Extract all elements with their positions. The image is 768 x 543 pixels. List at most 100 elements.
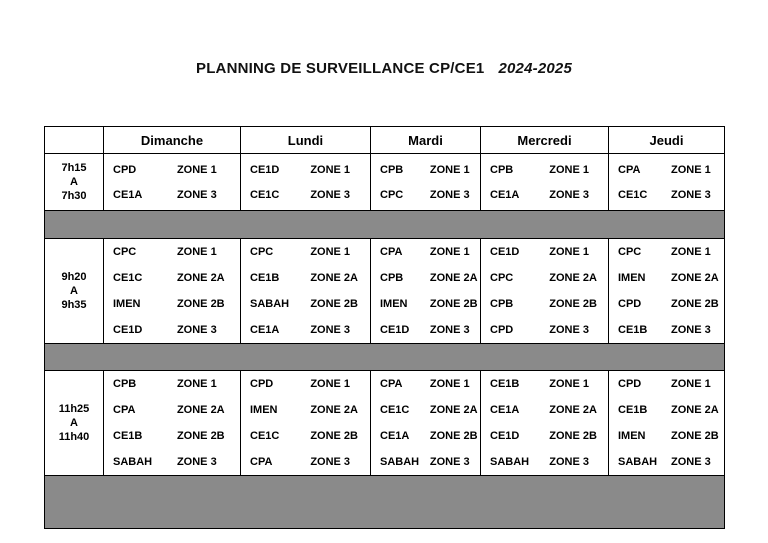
zone-label: ZONE 3 [429, 188, 470, 201]
class-name: IMEN [113, 298, 141, 310]
zone-label: ZONE 3 [549, 456, 589, 468]
assignment-entry: CE1A ZONE 3 [481, 182, 608, 207]
time-line: 7h15 [61, 161, 87, 174]
class-name: CE1B [618, 404, 648, 416]
assignment-entry: CPC ZONE 2A [481, 265, 608, 291]
zone-label: ZONE 2B [549, 430, 597, 442]
separator-row [44, 475, 725, 529]
assignment-cell: CE1B ZONE 1 CE1A ZONE 2A CE1D ZONE 2B SABAH ZON… [480, 370, 609, 476]
assignment-cell: CE1D ZONE 1 CPC ZONE 2A CPB ZONE 2B CPD ZONE 3 [480, 238, 609, 344]
class-name: CPB [490, 298, 514, 310]
zone-label: ZONE 3 [671, 188, 711, 201]
assignment-entry: CE1A ZONE 2B [371, 423, 480, 449]
assignment-entry: CPD ZONE 1 [241, 371, 370, 397]
assignment-entry: IMEN ZONE 2A [241, 397, 370, 423]
class-name: CE1B [250, 272, 280, 284]
assignment-entry: CE1D ZONE 1 [481, 239, 608, 265]
zone-label: ZONE 2A [671, 272, 719, 284]
zone-label: ZONE 2A [671, 404, 719, 416]
assignment-cell: CPA ZONE 1 CPB ZONE 2A IMEN ZONE 2B CE1D ZONE 3 [370, 238, 481, 344]
class-name: CE1B [490, 378, 520, 390]
assignment-entry: IMEN ZONE 2B [371, 291, 480, 317]
class-name: IMEN [618, 272, 646, 284]
zone-label: ZONE 3 [671, 456, 711, 468]
zone-label: ZONE 3 [549, 324, 589, 336]
class-name: CPB [380, 272, 404, 284]
class-name: CPC [490, 272, 514, 284]
class-name: IMEN [380, 298, 408, 310]
assignment-entry: CE1C ZONE 3 [241, 182, 370, 207]
class-name: CE1A [380, 430, 410, 442]
planning-table-body: Dimanche Lundi Mardi Mercredi Jeudi 7h15 A 7h30… [44, 126, 725, 529]
zone-label: ZONE 2B [549, 298, 597, 310]
zone-label: ZONE 1 [429, 163, 470, 176]
class-name: CE1C [250, 430, 280, 442]
day-header: Mercredi [480, 126, 609, 154]
class-name: CPC [250, 246, 274, 258]
corner-cell [44, 126, 104, 154]
class-name: CE1A [250, 324, 280, 336]
class-name: CPC [618, 246, 642, 258]
class-name: CE1C [250, 188, 280, 201]
class-name: CE1A [490, 404, 520, 416]
time-line: A [70, 416, 78, 429]
class-name: CE1B [618, 324, 648, 336]
zone-label: ZONE 1 [176, 378, 217, 390]
assignment-entry: CPB ZONE 2A [371, 265, 480, 291]
zone-label: ZONE 1 [671, 378, 711, 390]
zone-label: ZONE 1 [549, 246, 589, 258]
time-line: A [70, 175, 78, 188]
assignment-cell: CPD ZONE 1 IMEN ZONE 2A CE1C ZONE 2B CPA ZONE 3 [240, 370, 371, 476]
class-name: CPD [113, 163, 137, 176]
day-header-row: Dimanche Lundi Mardi Mercredi Jeudi [44, 126, 725, 154]
zone-label: ZONE 2A [176, 272, 225, 284]
zone-label: ZONE 1 [671, 246, 711, 258]
assignment-entry: CE1C ZONE 3 [609, 182, 724, 207]
zone-label: ZONE 3 [176, 456, 217, 468]
class-name: CPA [250, 456, 273, 468]
zone-label: ZONE 3 [176, 188, 217, 201]
separator-band [44, 343, 725, 371]
time-slot-label: 9h20 A 9h35 [44, 238, 104, 344]
assignment-entry: CPA ZONE 1 [371, 239, 480, 265]
assignment-cell: CPA ZONE 1 CE1C ZONE 3 [608, 153, 725, 211]
zone-label: ZONE 2A [429, 272, 478, 284]
class-name: CPB [113, 378, 137, 390]
day-header: Lundi [240, 126, 371, 154]
assignment-entry: CPC ZONE 1 [241, 239, 370, 265]
class-name: CE1D [380, 324, 410, 336]
assignment-cell: CPC ZONE 1 IMEN ZONE 2A CPD ZONE 2B CE1B ZONE 3 [608, 238, 725, 344]
class-name: CPA [113, 404, 136, 416]
time-line: 9h35 [61, 299, 87, 312]
class-name: SABAH [380, 456, 420, 468]
assignment-cell: CPA ZONE 1 CE1C ZONE 2A CE1A ZONE 2B SABAH ZONE… [370, 370, 481, 476]
zone-label: ZONE 2B [671, 430, 719, 442]
assignment-entry: CE1A ZONE 3 [104, 182, 240, 207]
class-name: CPD [618, 378, 642, 390]
assignment-entry: CPC ZONE 1 [609, 239, 724, 265]
school-year: 2024-2025 [498, 60, 572, 77]
zone-label: ZONE 2B [310, 298, 358, 310]
zone-label: ZONE 3 [671, 324, 711, 336]
assignment-entry: CPB ZONE 1 [371, 157, 480, 182]
zone-label: ZONE 2B [429, 430, 478, 442]
assignment-entry: SABAH ZONE 2B [241, 291, 370, 317]
zone-label: ZONE 1 [671, 163, 711, 176]
zone-label: ZONE 2A [549, 272, 597, 284]
time-line: 11h25 [58, 402, 90, 415]
zone-label: ZONE 2B [176, 298, 225, 310]
zone-label: ZONE 3 [549, 188, 589, 201]
class-name: CPA [380, 378, 403, 390]
zone-label: ZONE 2B [671, 298, 719, 310]
zone-label: ZONE 2A [310, 404, 358, 416]
assignment-cell: CE1D ZONE 1 CE1C ZONE 3 [240, 153, 371, 211]
class-name: CE1C [113, 272, 143, 284]
class-name: CE1B [113, 430, 143, 442]
assignment-entry: IMEN ZONE 2B [609, 423, 724, 449]
assignment-entry: CPA ZONE 3 [241, 449, 370, 475]
class-name: CE1A [490, 188, 520, 201]
assignment-cell: CPB ZONE 1 CE1A ZONE 3 [480, 153, 609, 211]
class-name: CE1C [618, 188, 648, 201]
time-slot-label: 7h15 A 7h30 [44, 153, 104, 211]
